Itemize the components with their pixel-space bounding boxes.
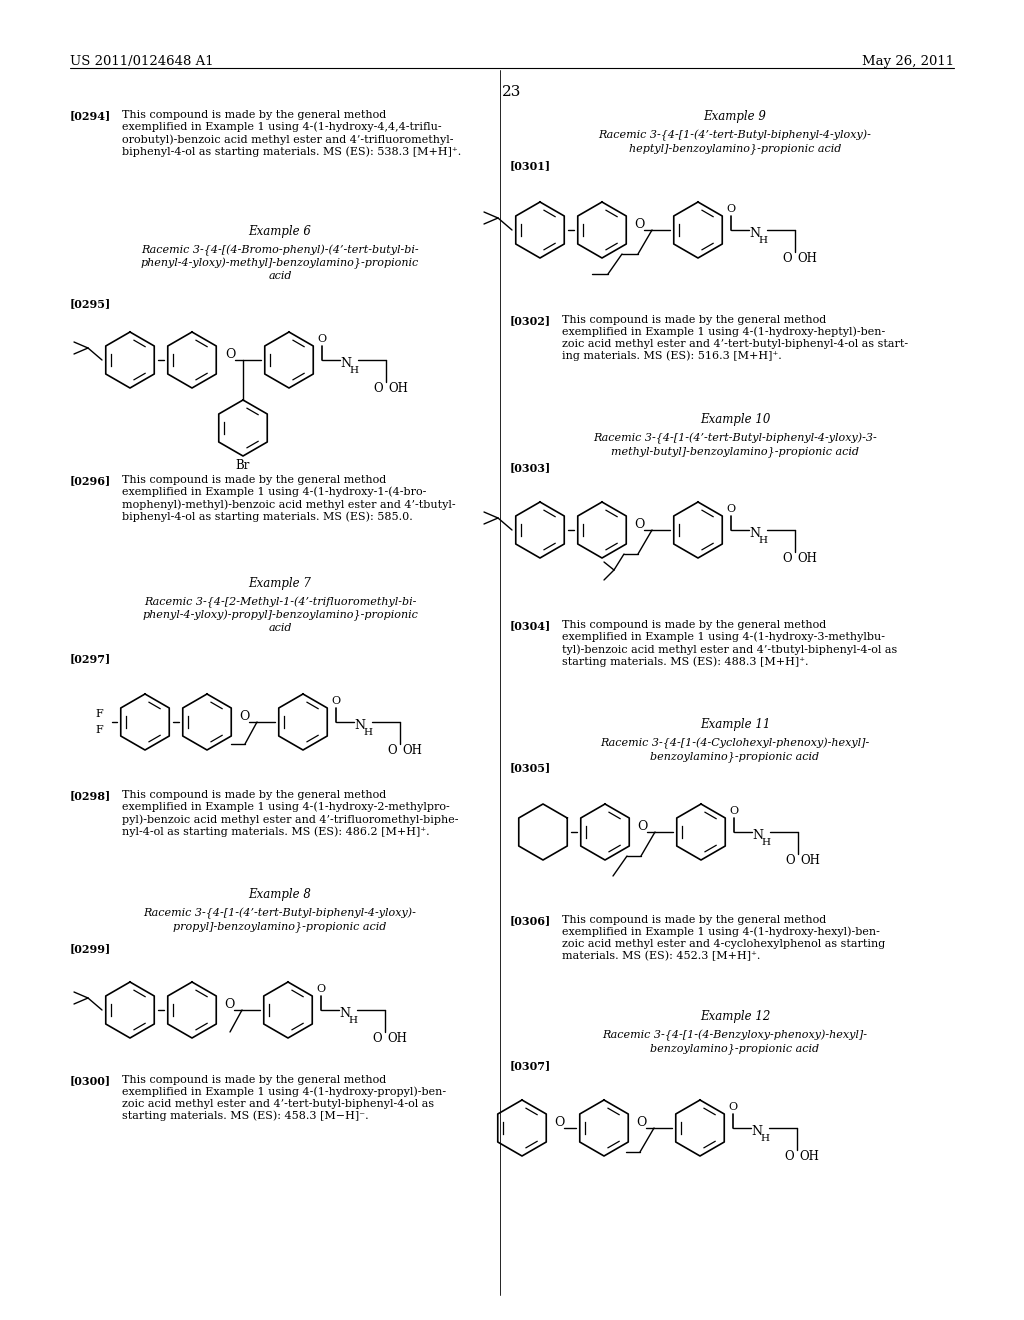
Text: O: O [634, 519, 644, 532]
Text: [0307]: [0307] [510, 1060, 551, 1071]
Text: Racemic 3-{4-[1-(4’-tert-Butyl-biphenyl-4-yloxy)-
propyl]-benzoylamino}-propioni: Racemic 3-{4-[1-(4’-tert-Butyl-biphenyl-… [143, 908, 417, 932]
Text: Example 6: Example 6 [249, 224, 311, 238]
Text: This compound is made by the general method
exemplified in Example 1 using 4-(1-: This compound is made by the general met… [562, 620, 897, 667]
Text: Racemic 3-{4-[1-(4’-tert-Butyl-biphenyl-4-yloxy)-3-
methyl-butyl]-benzoylamino}-: Racemic 3-{4-[1-(4’-tert-Butyl-biphenyl-… [593, 433, 877, 457]
Text: O: O [373, 381, 383, 395]
Text: This compound is made by the general method
exemplified in Example 1 using 4-(1-: This compound is made by the general met… [122, 789, 459, 837]
Text: O: O [239, 710, 250, 723]
Text: Example 8: Example 8 [249, 888, 311, 902]
Text: O: O [316, 983, 326, 994]
Text: H: H [758, 536, 767, 545]
Text: OH: OH [800, 854, 820, 867]
Text: O: O [726, 504, 735, 513]
Text: H: H [362, 729, 372, 737]
Text: Example 12: Example 12 [699, 1010, 770, 1023]
Text: US 2011/0124648 A1: US 2011/0124648 A1 [70, 55, 214, 69]
Text: [0302]: [0302] [510, 315, 551, 326]
Text: Racemic 3-{4-[1-(4-Benzyloxy-phenoxy)-hexyl]-
benzoylamino}-propionic acid: Racemic 3-{4-[1-(4-Benzyloxy-phenoxy)-he… [602, 1030, 867, 1053]
Text: O: O [729, 807, 738, 816]
Text: O: O [387, 744, 397, 756]
Text: O: O [728, 1102, 737, 1111]
Text: Racemic 3-{4-[1-(4-Cyclohexyl-phenoxy)-hexyl]-
benzoylamino}-propionic acid: Racemic 3-{4-[1-(4-Cyclohexyl-phenoxy)-h… [600, 738, 869, 762]
Text: This compound is made by the general method
exemplified in Example 1 using 4-(1-: This compound is made by the general met… [562, 915, 886, 961]
Text: OH: OH [402, 744, 422, 756]
Text: O: O [782, 252, 792, 265]
Text: [0304]: [0304] [510, 620, 551, 631]
Text: OH: OH [799, 1150, 819, 1163]
Text: [0295]: [0295] [70, 298, 112, 309]
Text: Example 11: Example 11 [699, 718, 770, 731]
Text: Example 9: Example 9 [703, 110, 766, 123]
Text: H: H [349, 366, 358, 375]
Text: [0296]: [0296] [70, 475, 112, 486]
Text: O: O [726, 205, 735, 214]
Text: OH: OH [387, 1032, 407, 1045]
Text: 23: 23 [503, 84, 521, 99]
Text: Racemic 3-{4-[2-Methyl-1-(4’-trifluoromethyl-bi-
phenyl-4-yloxy)-propyl]-benzoyl: Racemic 3-{4-[2-Methyl-1-(4’-trifluorome… [142, 597, 418, 634]
Text: [0298]: [0298] [70, 789, 112, 801]
Text: F: F [95, 725, 102, 735]
Text: O: O [636, 1117, 646, 1130]
Text: [0306]: [0306] [510, 915, 551, 927]
Text: Racemic 3-{4-[1-(4’-tert-Butyl-biphenyl-4-yloxy)-
heptyl]-benzoylamino}-propioni: Racemic 3-{4-[1-(4’-tert-Butyl-biphenyl-… [599, 129, 871, 153]
Text: O: O [554, 1117, 564, 1130]
Text: O: O [637, 821, 647, 833]
Text: This compound is made by the general method
exemplified in Example 1 using 4-(1-: This compound is made by the general met… [122, 475, 456, 521]
Text: N: N [340, 356, 351, 370]
Text: OH: OH [797, 552, 817, 565]
Text: O: O [785, 854, 795, 867]
Text: This compound is made by the general method
exemplified in Example 1 using 4-(1-: This compound is made by the general met… [562, 315, 908, 362]
Text: [0297]: [0297] [70, 653, 112, 664]
Text: N: N [749, 227, 760, 240]
Text: O: O [225, 348, 236, 362]
Text: O: O [317, 334, 327, 345]
Text: N: N [339, 1007, 350, 1020]
Text: [0305]: [0305] [510, 762, 551, 774]
Text: O: O [372, 1032, 382, 1045]
Text: This compound is made by the general method
exemplified in Example 1 using 4-(1-: This compound is made by the general met… [122, 110, 461, 157]
Text: F: F [95, 709, 102, 719]
Text: H: H [760, 1134, 769, 1143]
Text: [0299]: [0299] [70, 942, 112, 954]
Text: May 26, 2011: May 26, 2011 [862, 55, 954, 69]
Text: Example 10: Example 10 [699, 413, 770, 426]
Text: [0303]: [0303] [510, 462, 551, 473]
Text: [0300]: [0300] [70, 1074, 112, 1086]
Text: Racemic 3-{4-[(4-Bromo-phenyl)-(4’-tert-butyl-bi-
phenyl-4-yloxy)-methyl]-benzoy: Racemic 3-{4-[(4-Bromo-phenyl)-(4’-tert-… [141, 246, 419, 281]
Text: H: H [761, 838, 770, 847]
Text: O: O [784, 1150, 794, 1163]
Text: [0294]: [0294] [70, 110, 112, 121]
Text: OH: OH [388, 381, 408, 395]
Text: Example 7: Example 7 [249, 577, 311, 590]
Text: O: O [782, 552, 792, 565]
Text: N: N [354, 719, 365, 733]
Text: OH: OH [797, 252, 817, 265]
Text: [0301]: [0301] [510, 160, 551, 172]
Text: This compound is made by the general method
exemplified in Example 1 using 4-(1-: This compound is made by the general met… [122, 1074, 446, 1121]
Text: Br: Br [236, 459, 250, 473]
Text: N: N [751, 1125, 762, 1138]
Text: O: O [634, 219, 644, 231]
Text: H: H [348, 1016, 357, 1026]
Text: N: N [749, 527, 760, 540]
Text: O: O [332, 696, 341, 706]
Text: H: H [758, 236, 767, 246]
Text: O: O [224, 998, 234, 1011]
Text: N: N [752, 829, 763, 842]
